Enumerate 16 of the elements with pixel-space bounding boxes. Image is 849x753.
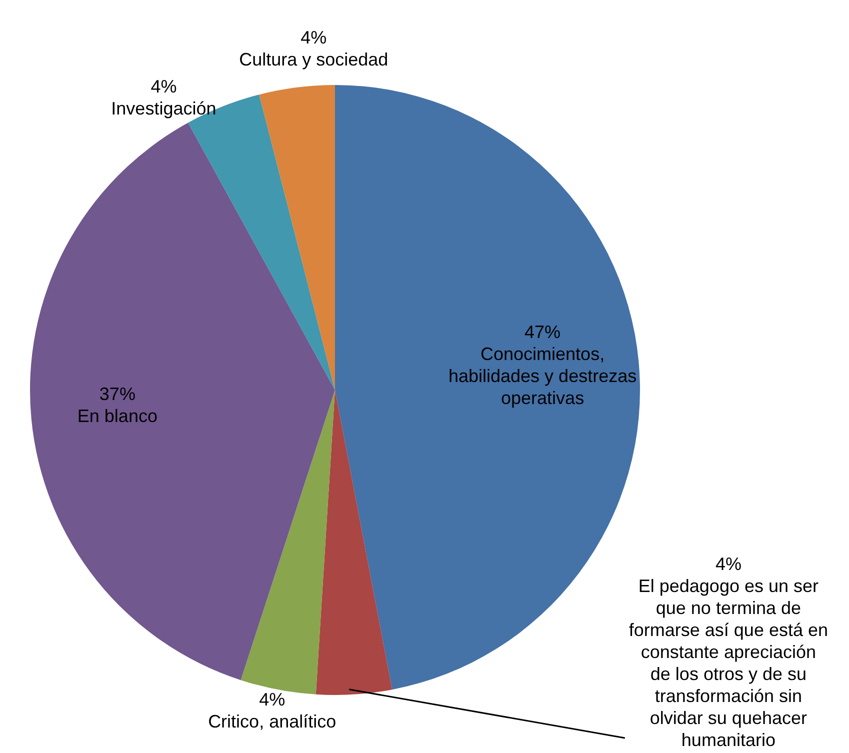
slice-label: Investigación bbox=[111, 98, 216, 119]
data-label: 4% bbox=[715, 554, 742, 574]
pie-slice bbox=[30, 122, 335, 680]
data-label: 4% bbox=[300, 27, 327, 48]
data-label: 37% bbox=[99, 384, 136, 404]
pie-slice bbox=[259, 85, 335, 390]
slice-label: En blanco bbox=[77, 406, 158, 426]
data-label: 4% bbox=[259, 690, 286, 710]
slice-label: Conocimientos, habilidades y destrezas operativas bbox=[448, 344, 637, 408]
pie-slice bbox=[316, 390, 392, 695]
slice-label: Critico, analítico bbox=[208, 712, 336, 732]
slice-label: El pedagogo es un ser que no termina de formarse así que está en constante apreciación de los otros y de su transformación sin olvidar su quehacer humanitario bbox=[628, 576, 828, 750]
pie-slice bbox=[240, 390, 335, 694]
slice-label: Cultura y sociedad bbox=[239, 49, 388, 70]
data-label: 47% bbox=[524, 322, 561, 342]
data-label: 4% bbox=[150, 76, 177, 97]
